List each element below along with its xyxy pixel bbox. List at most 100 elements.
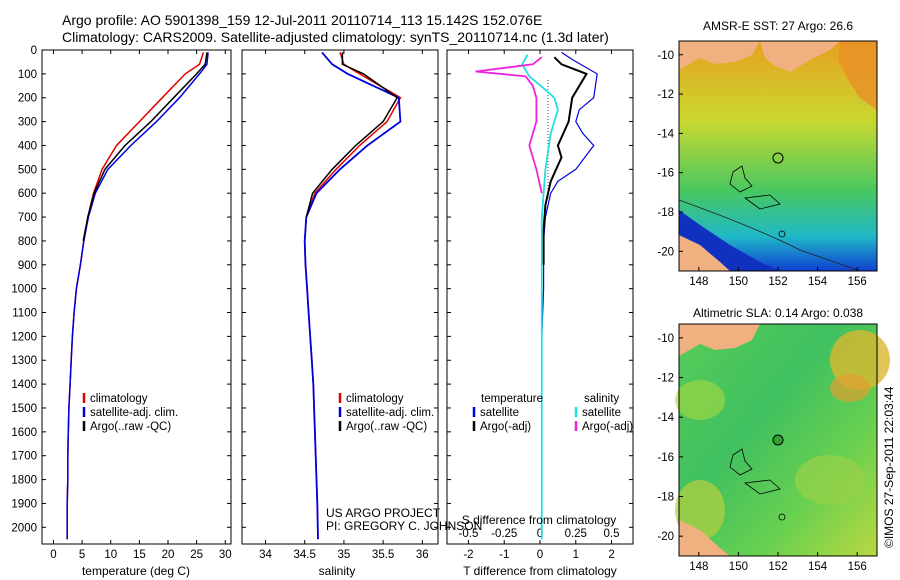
- map-x-tick-label: 148: [689, 276, 708, 288]
- salinity-x-label: salinity: [319, 564, 356, 578]
- y-tick-label: 500: [18, 164, 37, 176]
- map-y-tick-label: -16: [657, 168, 674, 180]
- series-line-temperature-argo: [542, 56, 588, 265]
- series-line-salinity-argo: [475, 56, 543, 194]
- x-tick-label: 25: [190, 549, 203, 561]
- y-tick-label: 300: [18, 117, 37, 129]
- x-tick-label: 0: [50, 549, 56, 561]
- png-land-east: [760, 41, 840, 72]
- y-tick-label: 1600: [11, 427, 37, 439]
- t-difference-x-label: T difference from climatology: [463, 564, 617, 578]
- legend-label: Argo(-adj): [480, 421, 531, 433]
- series-line-climatology: [66, 52, 205, 540]
- series-line-satellite-adj-clim-: [303, 51, 402, 540]
- png-land: [679, 41, 760, 70]
- map-x-tick-label: 156: [848, 561, 867, 573]
- y-tick-label: 1300: [11, 355, 37, 367]
- australia-land: [679, 235, 730, 271]
- map-y-tick-label: -14: [657, 128, 674, 140]
- pi-annotation: PI: GREGORY C. JOHNSON: [326, 519, 482, 533]
- y-tick-label: 1500: [11, 403, 37, 415]
- reef-outline: [729, 165, 753, 193]
- series-line-argo: [82, 52, 208, 242]
- legend-label: satellite: [582, 407, 621, 419]
- map-y-tick-label: -12: [657, 373, 674, 385]
- y-tick-label: 800: [18, 236, 37, 248]
- legend-label: climatology: [346, 393, 404, 405]
- map-y-tick-label: -12: [657, 89, 674, 101]
- temperature-panel: 0100200300400500600700800900100011001200…: [11, 45, 633, 578]
- series-line-satellite-adj-clim-: [66, 52, 209, 540]
- s-diff-tick-label: 0.5: [604, 528, 620, 540]
- temperature-series: [66, 52, 209, 540]
- y-tick-label: 0: [31, 45, 37, 57]
- y-tick-label: 1400: [11, 379, 37, 391]
- series-line-salinity-satellite: [521, 54, 559, 540]
- map-y-tick-label: -10: [657, 333, 674, 345]
- s-diff-tick-label: -0.5: [459, 528, 479, 540]
- legend-title-salinity: salinity: [584, 393, 619, 405]
- s-difference-x-label: S difference from climatology: [462, 513, 617, 527]
- x-tick-label: 2: [608, 549, 614, 561]
- y-tick-label: 1900: [11, 498, 37, 510]
- legend-label: satellite-adj. clim.: [90, 407, 178, 419]
- y-tick-label: 1200: [11, 331, 37, 343]
- x-tick-label: 10: [104, 549, 117, 561]
- header-line-1: Argo profile: AO 5901398_159 12-Jul-2011…: [62, 12, 542, 28]
- map-y-tick-label: -20: [657, 246, 674, 258]
- header-line-2: Climatology: CARS2009. Satellite-adjuste…: [62, 29, 609, 45]
- map-y-tick-label: -18: [657, 207, 674, 219]
- map-x-tick-label: 152: [768, 561, 787, 573]
- map-y-tick-label: -10: [657, 50, 674, 62]
- map-y-tick-label: -20: [657, 531, 674, 543]
- y-tick-label: 1700: [11, 451, 37, 463]
- y-tick-label: 1100: [12, 308, 37, 320]
- salinity-legend: climatology satellite-adj. clim. Argo(..ra…: [338, 393, 434, 433]
- legend-label: Argo(..raw -QC): [346, 421, 427, 433]
- legend-title-temperature: temperature: [481, 393, 543, 405]
- sst-map-ticks: 148 150 152 154 156 -10 -12 -14 -16 -18 -20: [657, 50, 866, 288]
- map-x-tick-label: 156: [848, 276, 867, 288]
- png-land-2: [679, 324, 760, 356]
- difference-legend: temperature salinity satellite Argo(-adj) sa…: [472, 393, 633, 433]
- map-x-tick-label: 154: [808, 276, 828, 288]
- s-diff-tick-label: 0.25: [565, 528, 587, 540]
- legend-label: Argo(..raw -QC): [90, 421, 171, 433]
- salinity-panel: 34 34.5 35 35.5 36 climatology satellite-adj.…: [241, 49, 482, 578]
- sst-map: AMSR-E SST: 27 Argo: 26.6 148 150 152 154 15…: [657, 19, 878, 288]
- map-x-tick-label: 154: [808, 561, 828, 573]
- x-tick-label: 34: [259, 549, 272, 561]
- project-annotation: US ARGO PROJECT: [326, 506, 441, 520]
- s-diff-tick-label: -0.25: [491, 528, 517, 540]
- y-tick-label: 1800: [11, 475, 37, 487]
- map-y-tick-label: -14: [657, 412, 674, 424]
- series-line-temperature-satellite: [541, 51, 598, 540]
- map-x-tick-label: 148: [689, 561, 708, 573]
- x-tick-label: 35.5: [372, 549, 394, 561]
- x-tick-label: 1: [573, 549, 579, 561]
- map-y-tick-label: -18: [657, 492, 674, 504]
- s-difference-tick-labels: -0.5 -0.25 0 0.25 0.5: [459, 528, 620, 540]
- x-tick-label: 0: [537, 549, 543, 561]
- legend-label: satellite: [480, 407, 519, 419]
- map-x-tick-label: 150: [729, 561, 748, 573]
- legend-label: Argo(-adj): [582, 421, 633, 433]
- x-tick-label: -1: [499, 549, 509, 561]
- s-diff-tick-label: 0: [537, 528, 543, 540]
- x-tick-label: -2: [463, 549, 473, 561]
- y-tick-label: 200: [18, 93, 37, 105]
- imos-footer: ©IMOS 27-Sep-2011 22:03:44: [882, 386, 896, 548]
- series-line-climatology: [303, 52, 402, 540]
- legend-label: climatology: [90, 393, 148, 405]
- temperature-tick-labels: 0 5 10 15 20 25 30: [50, 50, 232, 561]
- y-tick-label: 900: [18, 260, 37, 272]
- y-tick-label: 100: [18, 69, 37, 81]
- legend-label: satellite-adj. clim.: [346, 407, 434, 419]
- x-tick-label: 30: [219, 549, 232, 561]
- depth-tick-labels: 0 100 200 300 400 500 600 700 800 900 1000 1100 1200…: [11, 45, 633, 534]
- y-tick-label: 700: [18, 212, 37, 224]
- t-difference-tick-labels: -2 -1 0 1 2: [463, 50, 615, 561]
- sla-map: Altimetric SLA: 0.14 Argo: 0.038 148 150 1…: [657, 306, 890, 573]
